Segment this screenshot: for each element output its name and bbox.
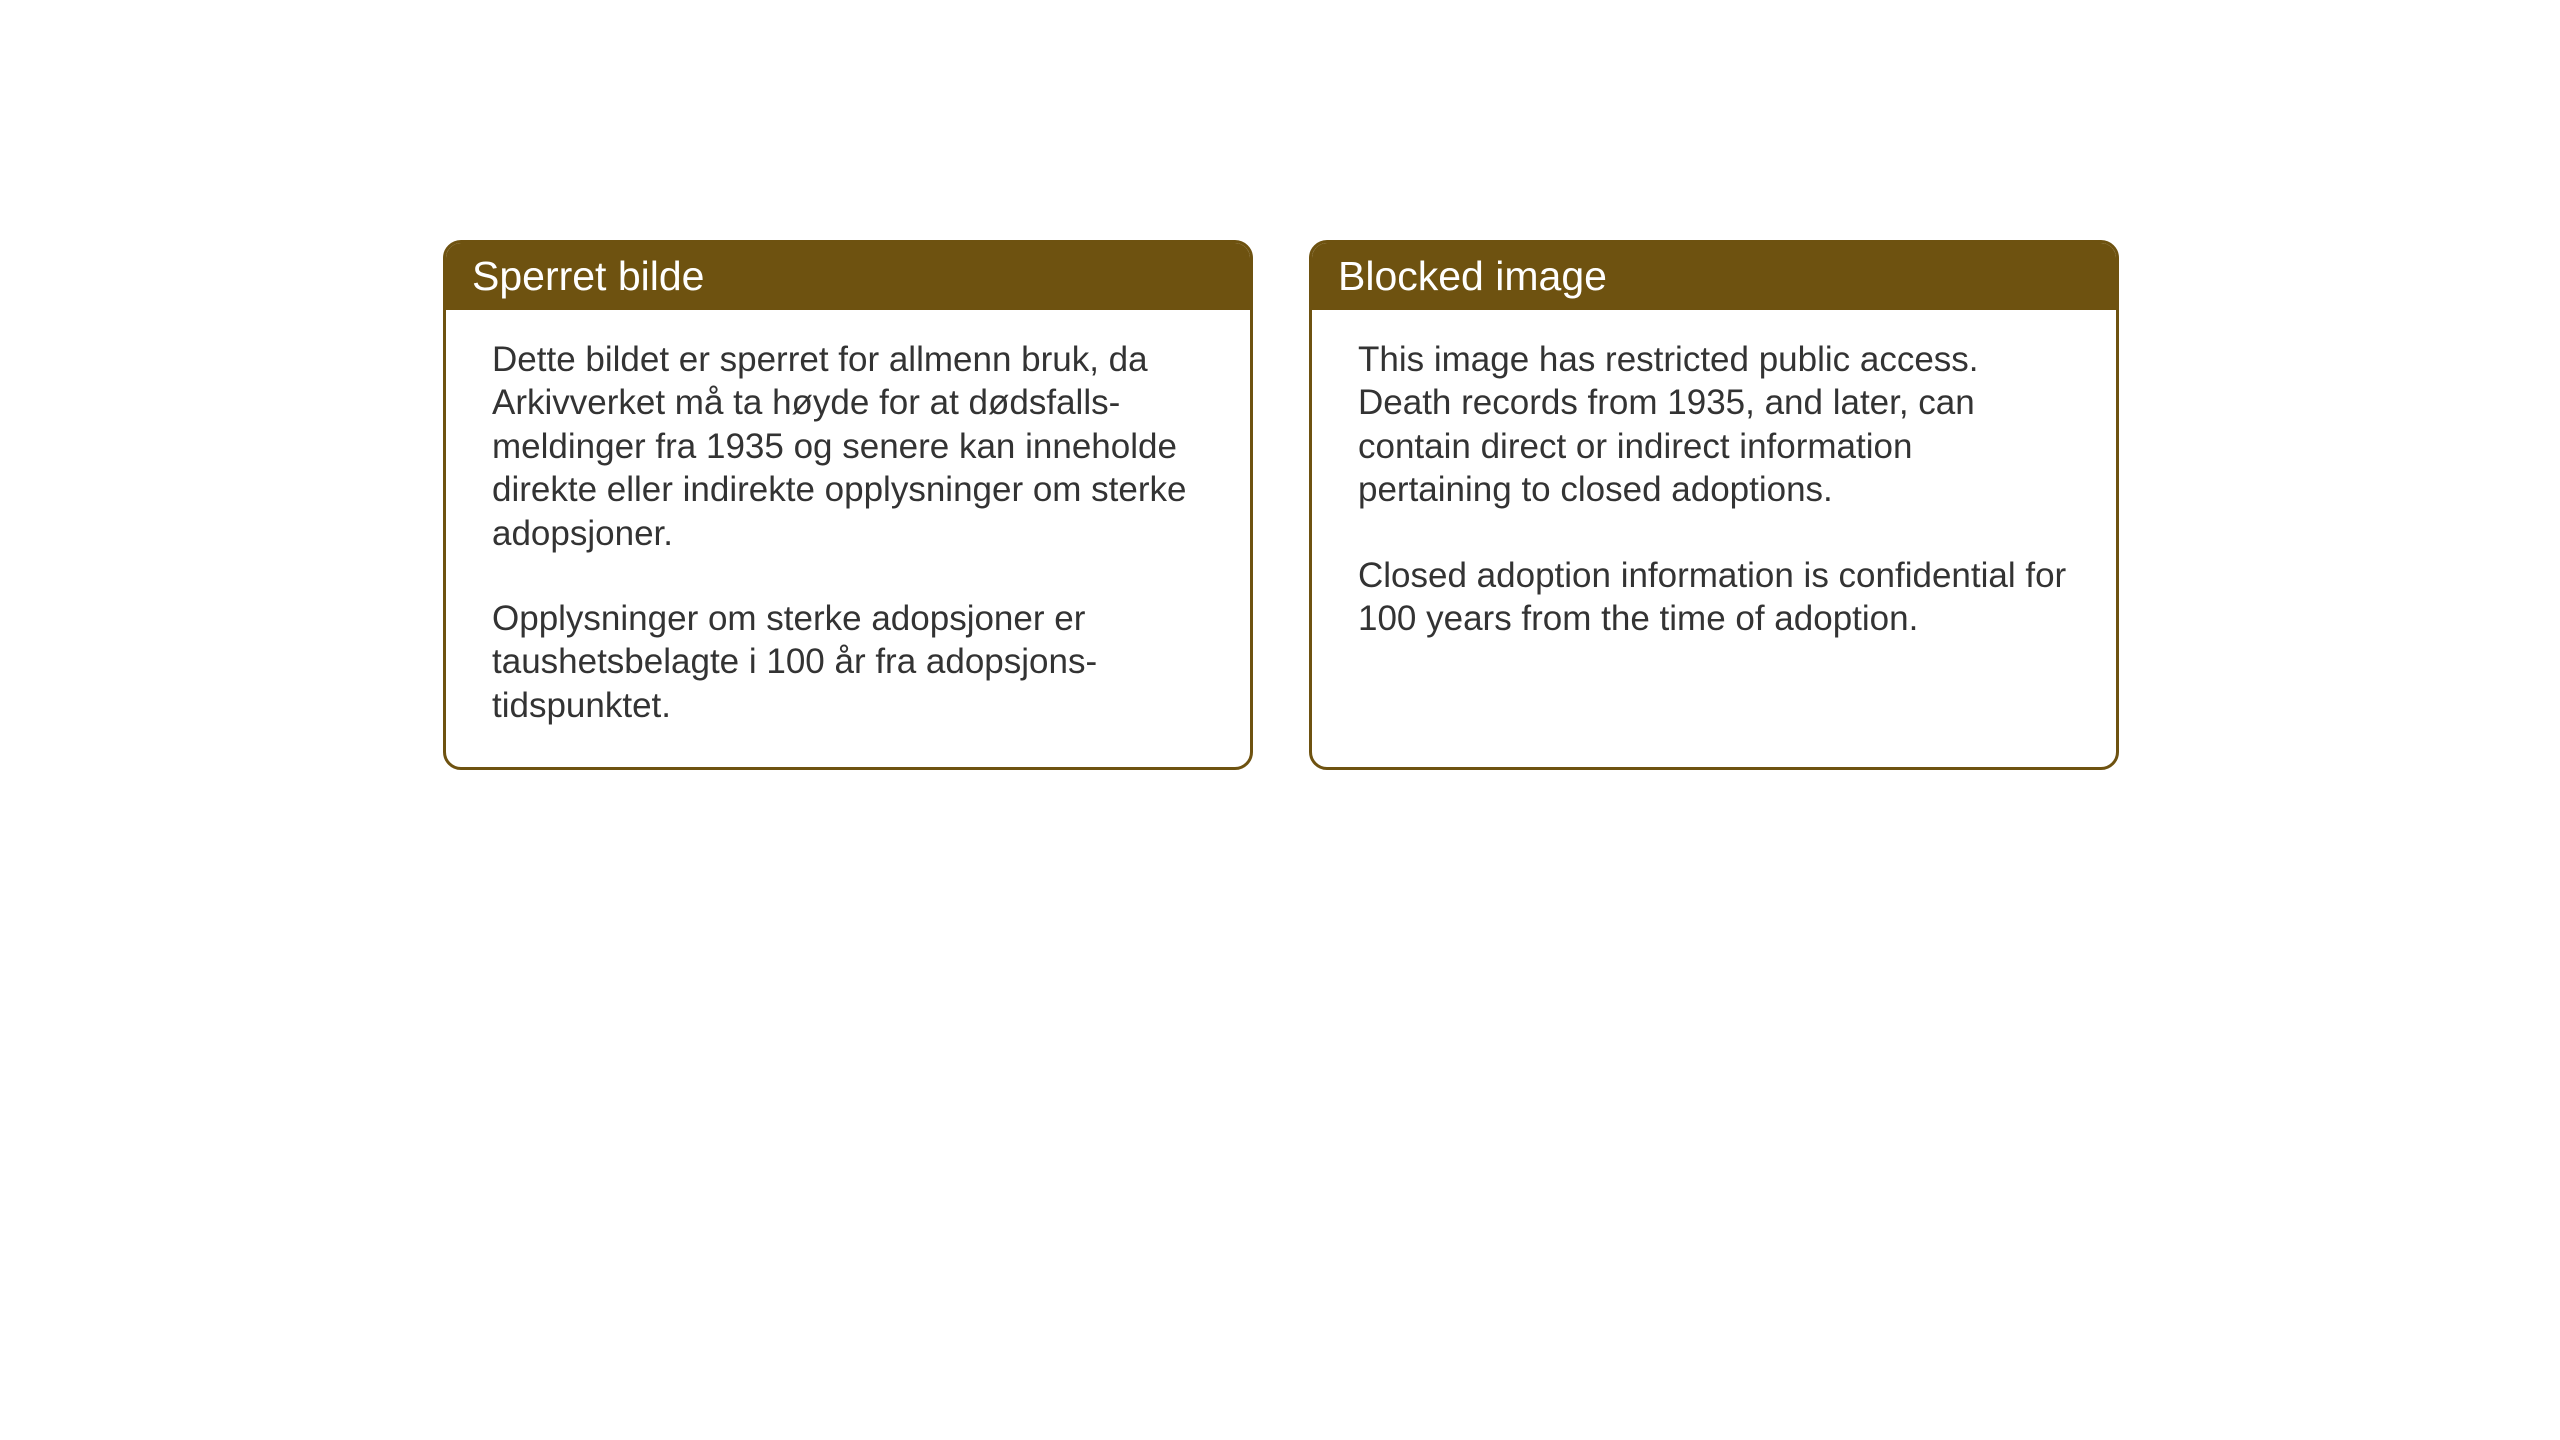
notice-container: Sperret bilde Dette bildet er sperret fo… <box>443 240 2119 770</box>
norwegian-card-body: Dette bildet er sperret for allmenn bruk… <box>446 310 1250 767</box>
english-paragraph-1: This image has restricted public access.… <box>1358 338 2070 512</box>
norwegian-paragraph-2: Opplysninger om sterke adopsjoner er tau… <box>492 597 1204 727</box>
english-paragraph-2: Closed adoption information is confident… <box>1358 554 2070 641</box>
norwegian-paragraph-1: Dette bildet er sperret for allmenn bruk… <box>492 338 1204 555</box>
norwegian-card-title: Sperret bilde <box>446 243 1250 310</box>
english-card-body: This image has restricted public access.… <box>1312 310 2116 680</box>
english-card-title: Blocked image <box>1312 243 2116 310</box>
english-notice-card: Blocked image This image has restricted … <box>1309 240 2119 770</box>
norwegian-notice-card: Sperret bilde Dette bildet er sperret fo… <box>443 240 1253 770</box>
